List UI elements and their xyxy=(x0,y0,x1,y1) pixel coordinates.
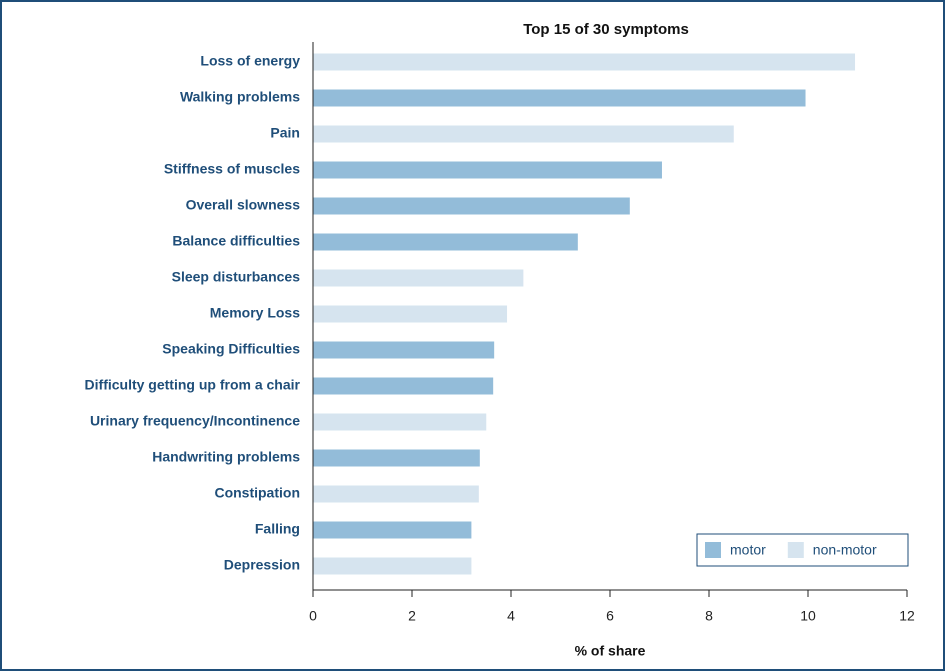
y-tick-label: Difficulty getting up from a chair xyxy=(85,377,301,393)
bar xyxy=(313,485,479,503)
x-tick-label: 6 xyxy=(606,608,614,624)
x-axis-title: % of share xyxy=(575,643,646,659)
y-tick-label: Depression xyxy=(224,557,300,573)
bar xyxy=(313,269,524,287)
y-tick-label: Handwriting problems xyxy=(152,449,300,465)
bar xyxy=(313,233,578,251)
chart-title: Top 15 of 30 symptoms xyxy=(523,21,689,38)
y-tick-label: Loss of energy xyxy=(200,53,300,69)
bar xyxy=(313,377,494,395)
bar xyxy=(313,413,487,431)
bar xyxy=(313,557,472,575)
y-tick-label: Urinary frequency/Incontinence xyxy=(90,413,300,429)
y-tick-label: Falling xyxy=(255,521,300,537)
bar xyxy=(313,197,630,215)
y-tick-label: Overall slowness xyxy=(186,197,301,213)
x-tick-label: 10 xyxy=(800,608,816,624)
x-tick-label: 0 xyxy=(309,608,317,624)
bar xyxy=(313,53,856,71)
y-tick-label: Sleep disturbances xyxy=(172,269,301,285)
legend-swatch xyxy=(705,542,721,558)
bar xyxy=(313,341,495,359)
y-tick-label: Balance difficulties xyxy=(172,233,300,249)
x-tick-label: 8 xyxy=(705,608,713,624)
y-tick-label: Stiffness of muscles xyxy=(164,161,300,177)
x-tick-label: 4 xyxy=(507,608,515,624)
x-tick-label: 12 xyxy=(899,608,915,624)
x-tick-label: 2 xyxy=(408,608,416,624)
y-tick-label: Walking problems xyxy=(180,89,300,105)
y-tick-label: Pain xyxy=(270,125,300,141)
legend-label: motor xyxy=(730,542,766,558)
y-tick-label: Speaking Difficulties xyxy=(162,341,300,357)
bar xyxy=(313,161,662,179)
bar xyxy=(313,125,734,143)
bar xyxy=(313,305,508,323)
y-tick-label: Memory Loss xyxy=(210,305,300,321)
legend-label: non-motor xyxy=(813,542,877,558)
legend-swatch xyxy=(787,542,804,558)
bar xyxy=(313,89,806,107)
bar xyxy=(313,521,472,539)
bar xyxy=(313,449,480,467)
y-tick-label: Constipation xyxy=(214,485,300,501)
